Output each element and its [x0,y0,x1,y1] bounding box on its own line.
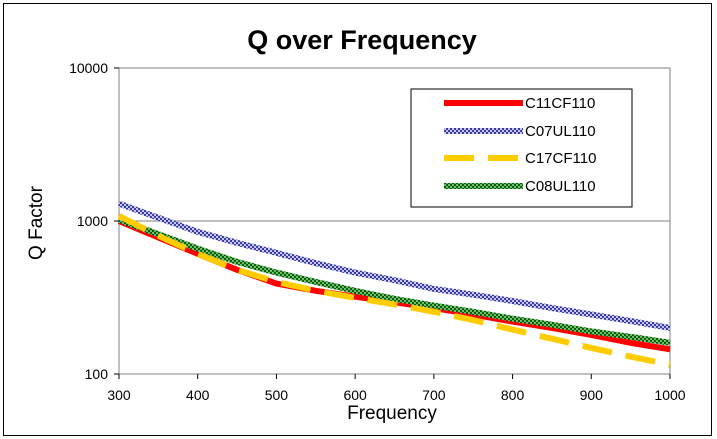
legend-label: C11CF110 [525,95,595,112]
y-tick-label: 1000 [77,213,108,229]
x-tick-label: 400 [186,387,210,403]
x-tick-label: 600 [343,387,367,403]
legend-label: C07UL110 [525,123,596,140]
x-axis-ticks: 300 400 500 600 700 800 900 1000 [107,374,686,403]
x-tick-label: 500 [265,387,289,403]
legend-box [410,88,633,208]
x-axis-label: Frequency [347,403,437,424]
y-axis-ticks: 100 1000 10000 [69,60,119,382]
y-tick-label: 10000 [69,60,108,76]
series-line-c17cf110 [117,213,671,368]
x-tick-label: 700 [422,387,446,403]
legend-label: C17CF110 [525,150,596,167]
legend-label: C08UL110 [525,178,596,195]
legend: C11CF110 C07UL110 C17CF110 C08UL110 [410,88,633,208]
chart-title: Q over Frequency [247,25,477,55]
x-tick-label: 300 [107,387,131,403]
y-tick-label: 100 [85,366,109,382]
x-tick-label: 900 [580,387,604,403]
y-axis-label: Q Factor [26,185,47,260]
series-line-c08ul110 [117,216,671,346]
x-tick-label: 800 [501,387,525,403]
series-line-c07ul110 [117,200,671,331]
series-lines [117,200,671,368]
x-tick-label: 1000 [654,387,685,403]
